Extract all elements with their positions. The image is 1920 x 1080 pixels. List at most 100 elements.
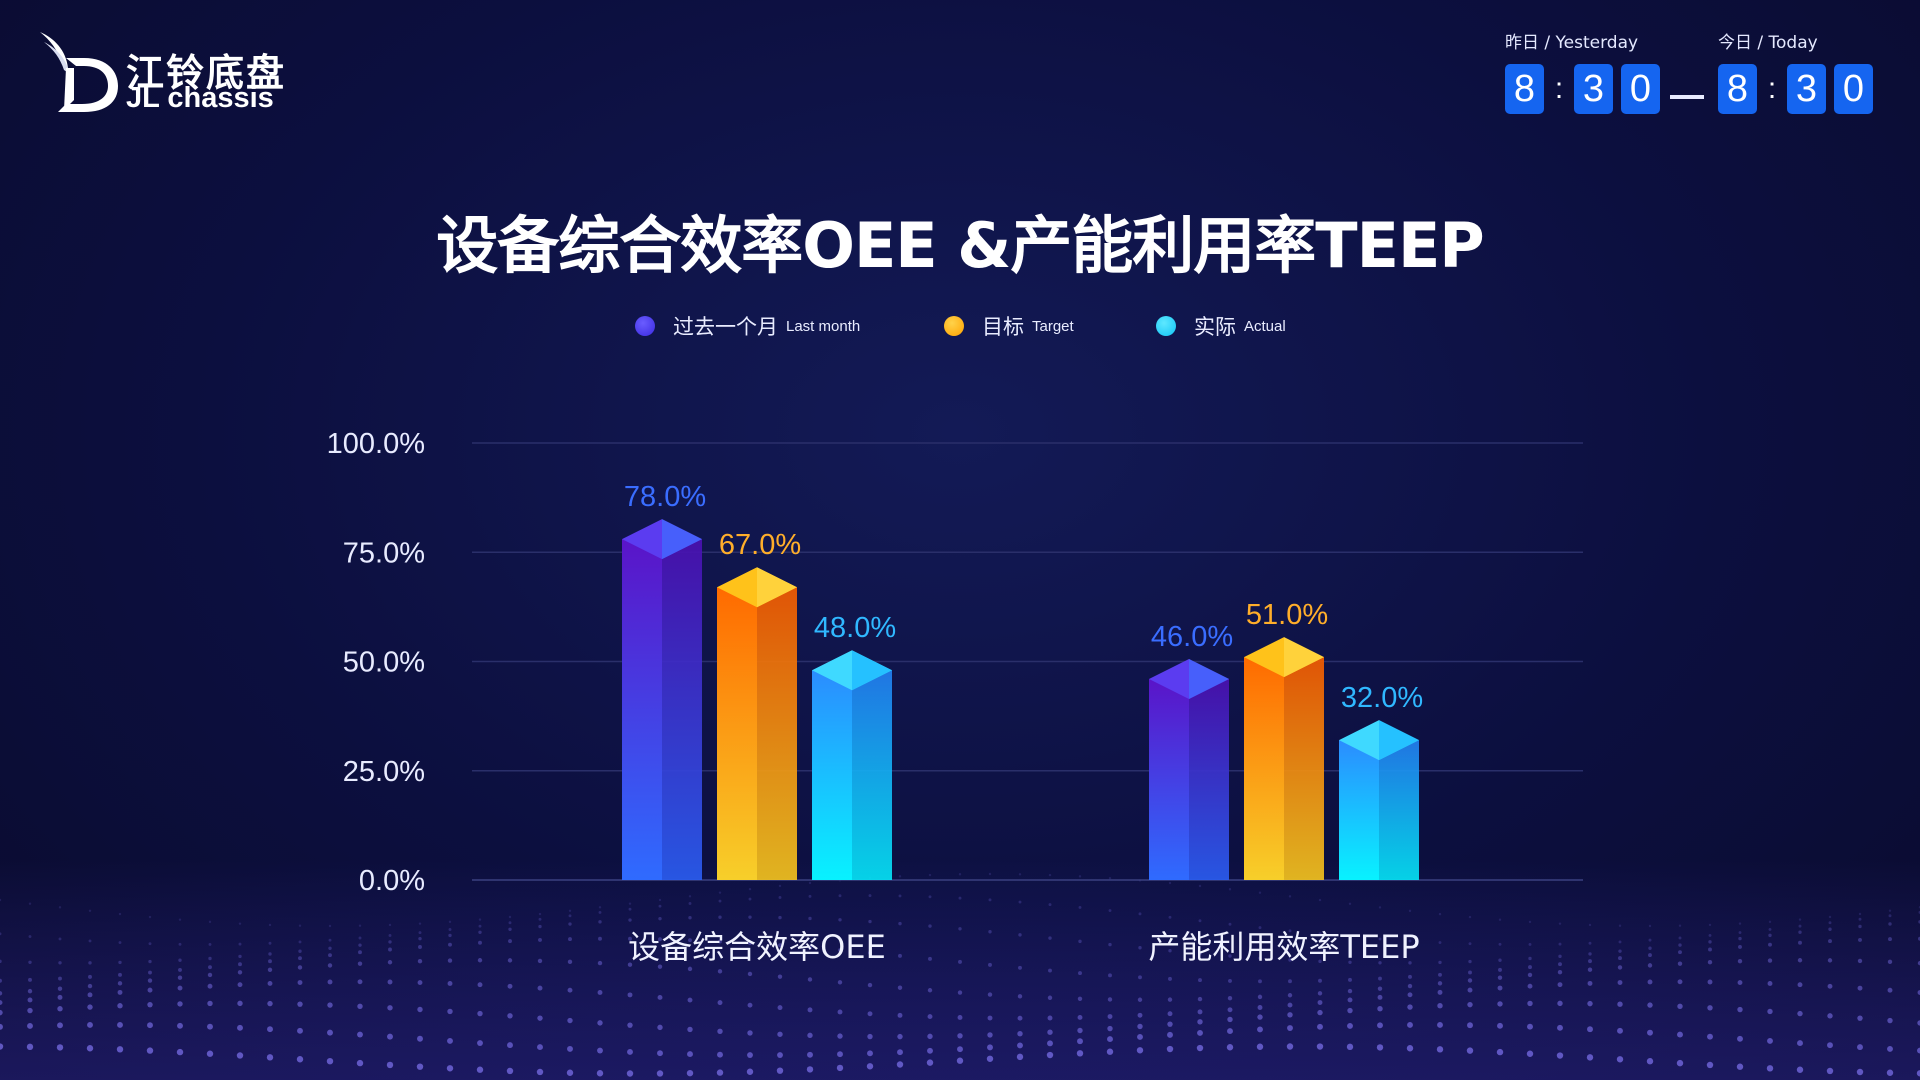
wave-dot	[446, 1065, 454, 1072]
wave-dot	[1198, 951, 1202, 956]
wave-dot	[538, 924, 542, 929]
wave-dot	[88, 974, 92, 979]
wave-dot	[118, 972, 122, 977]
wave-dot	[1167, 1031, 1173, 1038]
wave-dot	[386, 1061, 394, 1069]
jl-wing-logo-icon	[40, 32, 118, 112]
wave-dot	[1048, 936, 1052, 940]
wave-dot	[1377, 994, 1383, 1000]
wave-dot	[958, 959, 962, 964]
wave-dot	[1227, 1016, 1233, 1023]
wave-dot	[838, 948, 842, 953]
wave-dot	[27, 1022, 33, 1029]
wave-dot	[1287, 1025, 1293, 1031]
wave-dot	[0, 1043, 4, 1050]
wave-dot	[418, 936, 422, 941]
wave-dot	[1648, 946, 1652, 950]
wave-dot	[267, 1026, 273, 1033]
wave-dot	[1017, 1031, 1023, 1037]
wave-dot	[1048, 903, 1052, 907]
bar-cap-shade	[662, 519, 702, 560]
wave-dot	[567, 1017, 573, 1024]
wave-dot	[597, 960, 603, 966]
wave-dot	[1736, 1063, 1744, 1070]
wave-dot	[1227, 1007, 1233, 1013]
wave-dot	[1048, 873, 1052, 877]
data-label: 46.0%	[1151, 621, 1233, 653]
wave-dot	[0, 1009, 3, 1016]
wave-dot	[1437, 989, 1443, 995]
yesterday-minute-ones-digit: 0	[1621, 64, 1660, 114]
wave-dot	[1647, 979, 1653, 985]
wave-dot	[1676, 1059, 1684, 1067]
wave-dot	[1406, 1045, 1414, 1052]
wave-dot	[537, 958, 543, 964]
bar-cap-shade	[757, 567, 797, 608]
wave-dot	[1408, 939, 1412, 943]
wave-dot	[1226, 1044, 1234, 1051]
bar-face-left	[1149, 678, 1189, 880]
wave-dot	[118, 941, 122, 944]
wave-dot	[207, 1023, 213, 1030]
wave-dot	[1587, 1026, 1593, 1033]
wave-dot	[1557, 1024, 1563, 1031]
wave-dot	[1138, 912, 1142, 916]
legend-dot-actual	[1156, 316, 1176, 336]
wave-dot	[268, 923, 272, 927]
wave-dot	[1407, 983, 1413, 989]
bar-actual	[1339, 720, 1419, 880]
wave-dot	[297, 1027, 303, 1034]
wave-dot	[1257, 1014, 1263, 1020]
wave-dot	[1017, 994, 1023, 999]
wave-dot	[27, 1007, 33, 1014]
today-time: 今日 / Today 8 : 3 0	[1718, 30, 1881, 114]
bar-cap-shade	[852, 650, 892, 691]
wave-dot	[1767, 1008, 1773, 1015]
wave-dot	[56, 1044, 64, 1051]
wave-dot	[387, 979, 393, 985]
wave-dot	[1108, 973, 1112, 978]
wave-dot	[598, 906, 602, 909]
wave-dot	[1317, 991, 1323, 996]
bar-face-right	[1189, 678, 1229, 880]
wave-dot	[1916, 1070, 1920, 1077]
wave-dot	[1707, 960, 1713, 965]
wave-dot	[388, 923, 392, 927]
wave-dot	[538, 917, 542, 921]
wave-dot	[746, 1068, 754, 1075]
wave-dot	[1528, 956, 1532, 961]
wave-dot	[1498, 942, 1502, 946]
wave-dot	[657, 1024, 663, 1031]
wave-dot	[208, 956, 212, 961]
wave-dot	[1528, 920, 1532, 924]
wave-dot	[0, 932, 2, 936]
wave-dot	[117, 989, 123, 995]
wave-dot	[1888, 909, 1892, 912]
wave-dot	[447, 958, 453, 963]
wave-dot	[1348, 977, 1352, 982]
wave-dot	[1887, 1045, 1893, 1052]
wave-dot	[1197, 996, 1203, 1002]
wave-dot	[1678, 943, 1682, 947]
wave-dot	[477, 982, 483, 988]
wave-dot	[1558, 962, 1562, 967]
wave-dot	[1798, 930, 1802, 934]
wave-dot	[477, 958, 483, 963]
wave-dot	[1678, 950, 1682, 955]
wave-dot	[1317, 1000, 1323, 1005]
wave-dot	[298, 940, 302, 944]
wave-dot	[1618, 949, 1622, 953]
wave-dot	[1798, 918, 1802, 921]
wave-dot	[1797, 982, 1803, 988]
wave-dot	[1077, 1014, 1083, 1020]
wave-dot	[1528, 965, 1532, 970]
wave-dot	[1467, 978, 1473, 983]
wave-dot	[58, 937, 62, 941]
wave-dot	[1827, 1042, 1833, 1049]
wave-dot	[1347, 988, 1353, 994]
wave-dot	[807, 1051, 813, 1058]
wave-dot	[1077, 1038, 1083, 1045]
wave-dot	[1617, 965, 1623, 970]
wave-dot	[327, 1029, 333, 1036]
wave-dot	[298, 924, 302, 927]
